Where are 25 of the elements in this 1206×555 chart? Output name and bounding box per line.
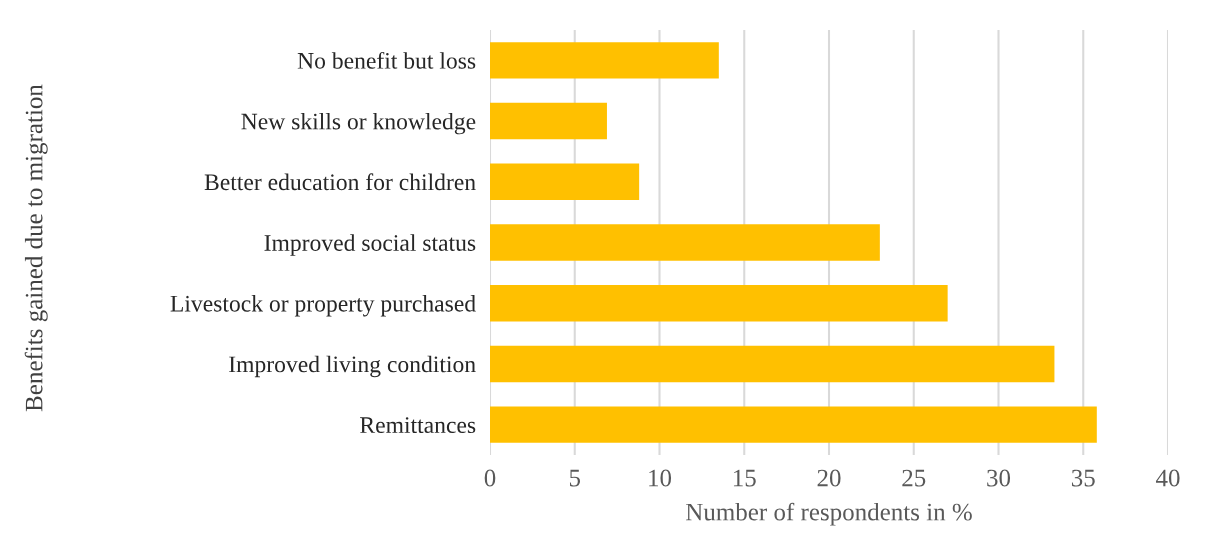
x-tick-label: 30 (987, 469, 1011, 487)
bar (490, 102, 607, 140)
x-tick-label: 10 (649, 469, 672, 487)
x-tick-label: 25 (902, 469, 926, 487)
x-tick-label: 0 (484, 469, 496, 487)
y-tick-label: Livestock or property purchased (170, 295, 476, 317)
bar (490, 345, 1055, 383)
y-tick-label: New skills or knowledge (241, 112, 476, 135)
y-axis-title: Benefits gained due to migration (24, 84, 48, 412)
bar (490, 163, 640, 200)
bar (490, 224, 880, 261)
bar (490, 406, 1097, 443)
x-tick-label: 40 (1155, 469, 1180, 487)
x-tick-label: 5 (569, 469, 581, 487)
y-tick-label: Improved living condition (229, 355, 476, 378)
x-tick-label: 15 (733, 469, 756, 487)
x-tick-label: 35 (1071, 469, 1095, 487)
y-tick-label: No benefit but loss (297, 51, 476, 69)
bar (490, 42, 719, 79)
x-tick-label: 20 (817, 469, 841, 487)
y-tick-label: Better education for children (204, 173, 476, 191)
y-tick-label: Improved social status (264, 234, 476, 256)
y-tick-label: Remittances (360, 417, 476, 434)
x-axis-title: Number of respondents in % (686, 502, 972, 526)
bar (490, 285, 948, 322)
